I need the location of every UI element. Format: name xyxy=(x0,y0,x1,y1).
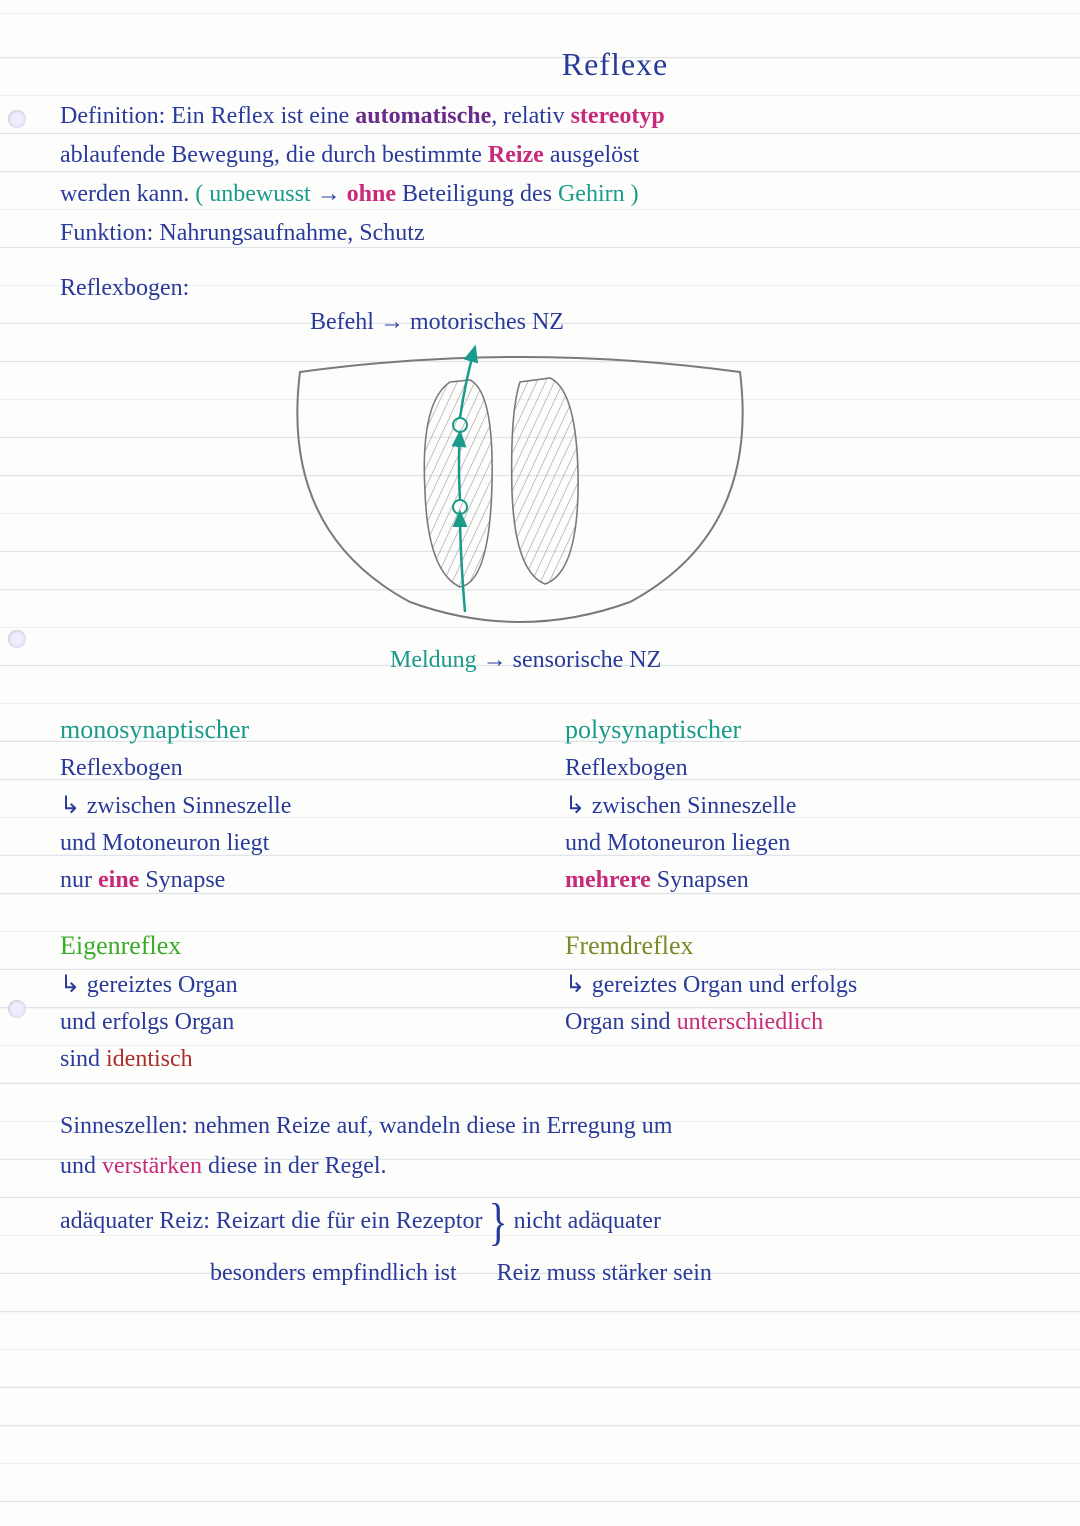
page-title: Reflexe xyxy=(200,40,1030,90)
reflex-types-row: Eigenreflex gereiztes Organ und erfolgs … xyxy=(60,926,1030,1079)
mono-line-1: zwischen Sinneszelle xyxy=(60,787,525,825)
monosynaptic-block: monosynaptischer Reflexbogen zwischen Si… xyxy=(60,710,525,900)
mono-sub: Reflexbogen xyxy=(60,750,525,787)
word-verstaerken: verstärken xyxy=(102,1153,202,1179)
hole-punch xyxy=(8,1000,26,1018)
sinneszellen-label: Sinneszellen: xyxy=(60,1113,188,1139)
hole-punch xyxy=(8,110,26,128)
poly-line-1: zwischen Sinneszelle xyxy=(565,787,1030,825)
definition-line-3: werden kann. ( unbewusst → ohne Beteilig… xyxy=(60,176,1030,213)
eigen-line-3: sind identisch xyxy=(60,1041,525,1078)
eigen-line-1: gereiztes Organ xyxy=(60,966,525,1004)
word-stereotyp: stereotyp xyxy=(571,103,665,129)
eigenreflex-block: Eigenreflex gereiztes Organ und erfolgs … xyxy=(60,926,525,1079)
mono-line-2: und Motoneuron liegt xyxy=(60,825,525,862)
word-ohne: ohne xyxy=(347,181,396,207)
synaptic-types-row: monosynaptischer Reflexbogen zwischen Si… xyxy=(60,710,1030,900)
fremd-line-1: gereiztes Organ und erfolgs xyxy=(565,966,1030,1004)
word-automatische: automatische xyxy=(355,103,491,129)
curly-brace-icon: } xyxy=(488,1182,507,1263)
definition-line-1: Definition: Ein Reflex ist eine automati… xyxy=(60,98,1030,135)
word-unterschiedlich: unterschiedlich xyxy=(677,1009,824,1035)
sinneszellen-line-2: und verstärken diese in der Regel. xyxy=(60,1148,1030,1185)
eigen-line-2: und erfolgs Organ xyxy=(60,1004,525,1041)
fremd-line-2: Organ sind unterschiedlich xyxy=(565,1004,1030,1041)
funktion-label: Funktion: xyxy=(60,220,153,246)
eigen-header: Eigenreflex xyxy=(60,926,525,966)
funktion-line: Funktion: Nahrungsaufnahme, Schutz xyxy=(60,215,1030,252)
word-eine: eine xyxy=(98,867,139,893)
fremdreflex-block: Fremdreflex gereiztes Organ und erfolgs … xyxy=(565,926,1030,1079)
word-identisch: identisch xyxy=(106,1046,193,1072)
word-mehrere: mehrere xyxy=(565,867,651,893)
poly-line-2: und Motoneuron liegen xyxy=(565,825,1030,862)
reflex-arc-diagram: Befehl → motorisches NZ Meldung → sensor… xyxy=(60,312,1030,692)
poly-line-3: mehrere Synapsen xyxy=(565,862,1030,899)
reflexbogen-heading: Reflexbogen: xyxy=(60,270,1030,307)
diagram-bottom-label: Meldung → sensorische NZ xyxy=(390,642,661,679)
polysynaptic-block: polysynaptischer Reflexbogen zwischen Si… xyxy=(565,710,1030,900)
hole-punch xyxy=(8,630,26,648)
mono-header: monosynaptischer xyxy=(60,710,525,750)
mono-line-3: nur eine Synapse xyxy=(60,862,525,899)
sinneszellen-line-1: Sinneszellen: nehmen Reize auf, wandeln … xyxy=(60,1108,1030,1145)
adaequat-line-2: besonders empfindlich ist Reiz muss stär… xyxy=(60,1255,1030,1292)
word-unbewusst: unbewusst xyxy=(209,181,310,207)
fremd-header: Fremdreflex xyxy=(565,926,1030,966)
word-gehirn: Gehirn xyxy=(558,181,625,207)
word-reize: Reize xyxy=(488,142,544,168)
definition-label: Definition: xyxy=(60,103,165,129)
adaequat-line-1: adäquater Reiz: Reizart die für ein Reze… xyxy=(60,1191,1030,1253)
sinneszellen-block: Sinneszellen: nehmen Reize auf, wandeln … xyxy=(60,1108,1030,1292)
poly-header: polysynaptischer xyxy=(565,710,1030,750)
spinal-cord-svg xyxy=(260,312,780,652)
poly-sub: Reflexbogen xyxy=(565,750,1030,787)
definition-line-2: ablaufende Bewegung, die durch bestimmte… xyxy=(60,137,1030,174)
